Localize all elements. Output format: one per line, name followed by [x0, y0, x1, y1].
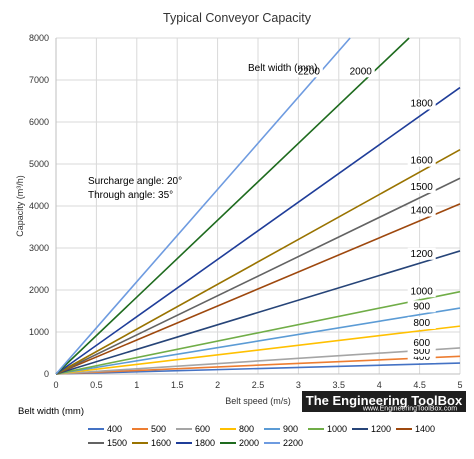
- series-line-800: [55, 325, 461, 375]
- y-tick-label: 8000: [29, 33, 49, 43]
- legend-entry-900: 900: [283, 424, 298, 434]
- series-line-900: [55, 307, 461, 375]
- x-tick-label: 0: [53, 380, 58, 390]
- x-tick-label: 1.5: [171, 380, 184, 390]
- legend-entry-500: 500: [151, 424, 166, 434]
- legend-title: Belt width (mm): [18, 406, 84, 417]
- series-label-500: 500: [413, 346, 430, 357]
- series-line-1500: [55, 177, 461, 375]
- series-label-1800: 1800: [411, 98, 434, 109]
- series-label-1000: 1000: [411, 286, 434, 297]
- legend-entry-1500: 1500: [107, 438, 127, 448]
- watermark-title: The Engineering ToolBox: [306, 393, 463, 408]
- series-label-bg: [294, 65, 323, 78]
- legend-entry-1400: 1400: [415, 424, 435, 434]
- watermark: The Engineering ToolBox www.EngineeringT…: [302, 391, 466, 413]
- legend-entry-1200: 1200: [371, 424, 391, 434]
- series-label-bg: [346, 65, 375, 78]
- legend: 400 500 600 800 900 1000 1200 1400 1500 1600 1800 2…: [88, 424, 435, 448]
- series-label-bg: [407, 180, 436, 193]
- axes: [55, 38, 460, 375]
- series-label-800: 800: [413, 318, 430, 329]
- x-tick-label: 3.5: [333, 380, 346, 390]
- series-label-1400: 1400: [411, 206, 434, 217]
- series-label-bg: [407, 154, 436, 167]
- series-label-bg: [407, 247, 436, 260]
- series-label-bg: [407, 97, 436, 110]
- series-line-2200: [55, 37, 351, 375]
- x-tick-label: 3: [296, 380, 301, 390]
- x-tick-label: 2: [215, 380, 220, 390]
- x-tick-labels: 0 0.5 1 1.5 2 2.5 3 3.5 4 4.5 5: [53, 380, 462, 390]
- series-line-1200: [55, 250, 461, 375]
- series-line-500: [55, 355, 461, 375]
- y-tick-label: 4000: [29, 201, 49, 211]
- series-label-1500: 1500: [411, 182, 434, 193]
- x-tick-label: 1: [134, 380, 139, 390]
- series-line-1800: [55, 86, 461, 375]
- x-tick-label: 4.5: [413, 380, 426, 390]
- series-label-1600: 1600: [411, 156, 434, 167]
- series-label-600: 600: [413, 338, 430, 349]
- series-label-bg: [407, 337, 436, 350]
- series-label-bg: [407, 300, 436, 313]
- watermark-background: [302, 391, 466, 412]
- series-label-bg: [407, 285, 436, 298]
- x-tick-label: 0.5: [90, 380, 103, 390]
- series-lines: [55, 37, 461, 375]
- legend-entry-1800: 1800: [195, 438, 215, 448]
- legend-entry-800: 800: [239, 424, 254, 434]
- watermark-url: www.EngineeringToolBox.com: [362, 406, 457, 413]
- y-tick-label: 6000: [29, 117, 49, 127]
- series-line-600: [55, 347, 461, 375]
- y-axis-label: Capacity (m³/h): [15, 175, 25, 237]
- chart-title: Typical Conveyor Capacity: [163, 11, 312, 25]
- legend-entry-2000: 2000: [239, 438, 259, 448]
- x-tick-label: 2.5: [252, 380, 265, 390]
- series-line-1600: [55, 149, 461, 375]
- y-tick-labels: 0 1000 2000 3000 4000 5000 6000 7000 8000: [29, 33, 49, 379]
- series-line-400: [55, 362, 461, 375]
- y-tick-label: 1000: [29, 327, 49, 337]
- y-tick-label: 2000: [29, 285, 49, 295]
- series-line-1000: [55, 290, 461, 375]
- x-tick-label: 4: [377, 380, 382, 390]
- series-label-1200: 1200: [411, 249, 434, 260]
- series-label-400: 400: [413, 352, 430, 363]
- legend-entry-1600: 1600: [151, 438, 171, 448]
- through-angle-annotation: Through angle: 35°: [88, 190, 173, 201]
- series-label-900: 900: [413, 301, 430, 312]
- legend-entry-1000: 1000: [327, 424, 347, 434]
- y-tick-label: 5000: [29, 159, 49, 169]
- x-axis-label: Belt speed (m/s): [225, 396, 291, 406]
- series-line-2000: [55, 37, 410, 375]
- series-label-bg: [407, 316, 436, 329]
- legend-entry-2200: 2200: [283, 438, 303, 448]
- series-label-2000: 2000: [350, 66, 373, 77]
- y-tick-label: 0: [44, 369, 49, 379]
- x-tick-label: 5: [457, 380, 462, 390]
- series-label-2200: 2200: [298, 66, 321, 77]
- belt-width-header: Belt width (mm): [248, 63, 317, 74]
- y-tick-label: 7000: [29, 75, 49, 85]
- legend-entry-600: 600: [195, 424, 210, 434]
- legend-entry-400: 400: [107, 424, 122, 434]
- surcharge-angle-annotation: Surcharge angle: 20°: [88, 176, 182, 187]
- series-line-1400: [55, 203, 461, 375]
- y-tick-label: 3000: [29, 243, 49, 253]
- grid: [56, 37, 461, 374]
- series-label-bg: [407, 204, 436, 217]
